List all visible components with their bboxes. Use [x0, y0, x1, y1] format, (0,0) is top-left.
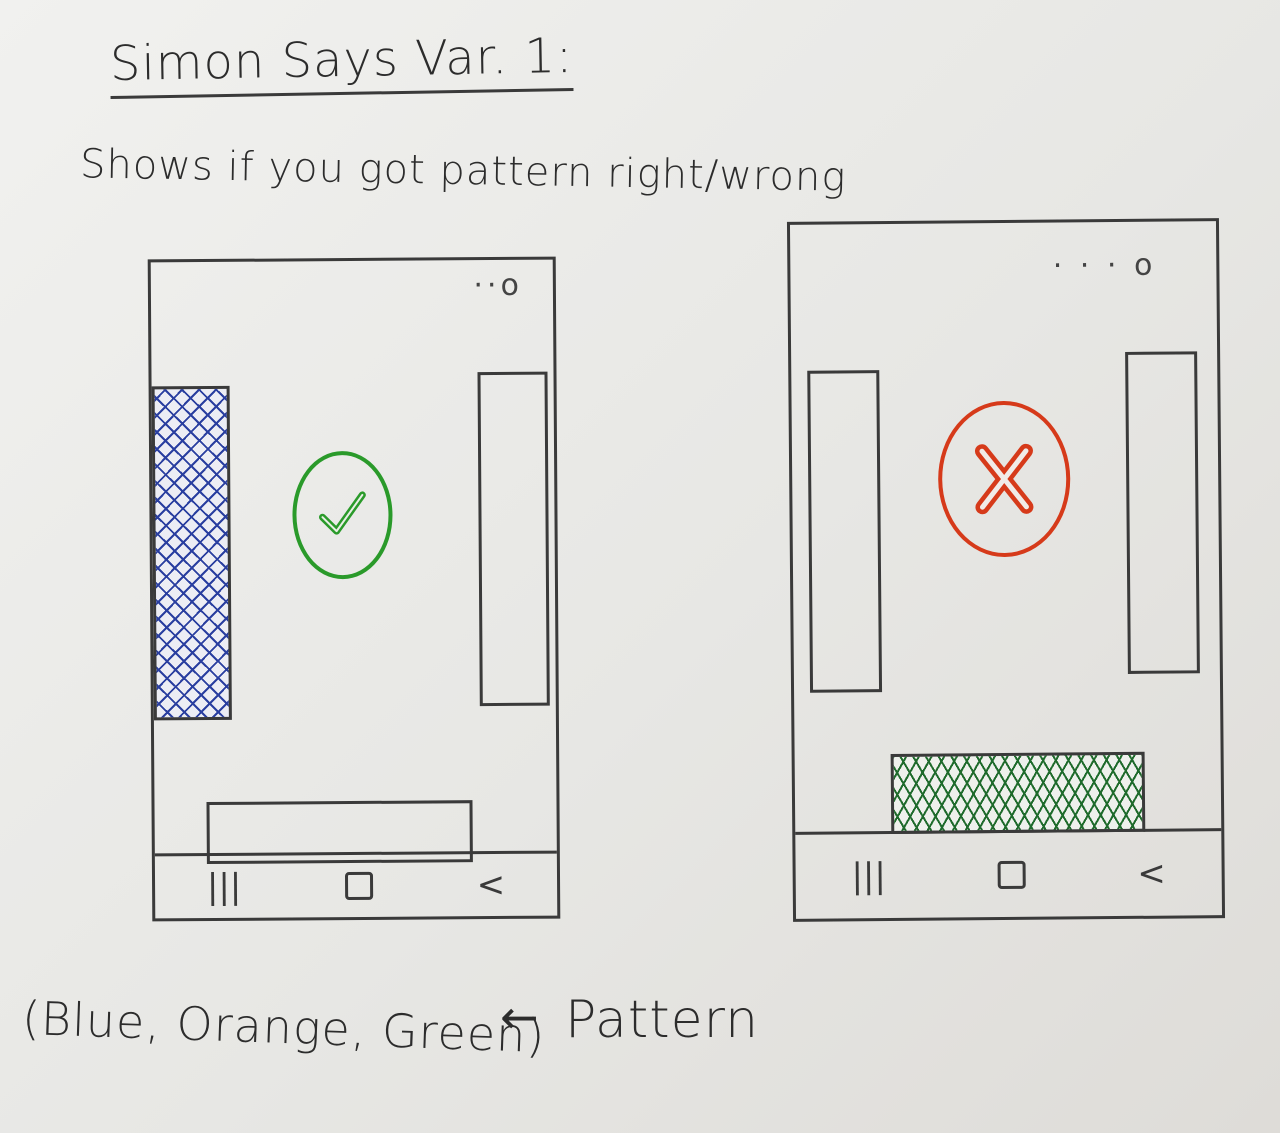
home-button[interactable] — [344, 871, 374, 901]
right-pad[interactable] — [477, 371, 550, 707]
phone-wrong-screen: · · · o ||| < — [786, 218, 1226, 922]
status-dots: · · · o — [1052, 247, 1157, 284]
right-pad[interactable] — [1125, 351, 1200, 674]
sketch-title: Simon Says Var. 1: — [109, 27, 574, 100]
left-pad[interactable] — [807, 370, 883, 693]
x-icon — [974, 443, 1034, 515]
arrow-icon: ← — [500, 990, 540, 1044]
nav-bar: ||| < — [795, 828, 1223, 919]
blue-pad-highlighted[interactable] — [151, 385, 232, 721]
back-button[interactable]: < — [1137, 853, 1166, 894]
recents-button[interactable]: ||| — [206, 866, 242, 908]
phone-correct-screen: ··o ||| < — [147, 256, 561, 922]
status-dots: ··o — [473, 267, 524, 304]
back-button[interactable]: < — [476, 864, 506, 906]
green-pad-highlighted[interactable] — [890, 751, 1146, 835]
nav-bar: ||| < — [154, 850, 558, 919]
wrong-feedback — [937, 400, 1071, 558]
pattern-label: Pattern — [565, 990, 760, 1050]
correct-feedback — [292, 450, 393, 580]
recents-button[interactable]: ||| — [851, 856, 887, 897]
home-button[interactable] — [997, 860, 1026, 890]
checkmark-icon — [318, 491, 366, 535]
